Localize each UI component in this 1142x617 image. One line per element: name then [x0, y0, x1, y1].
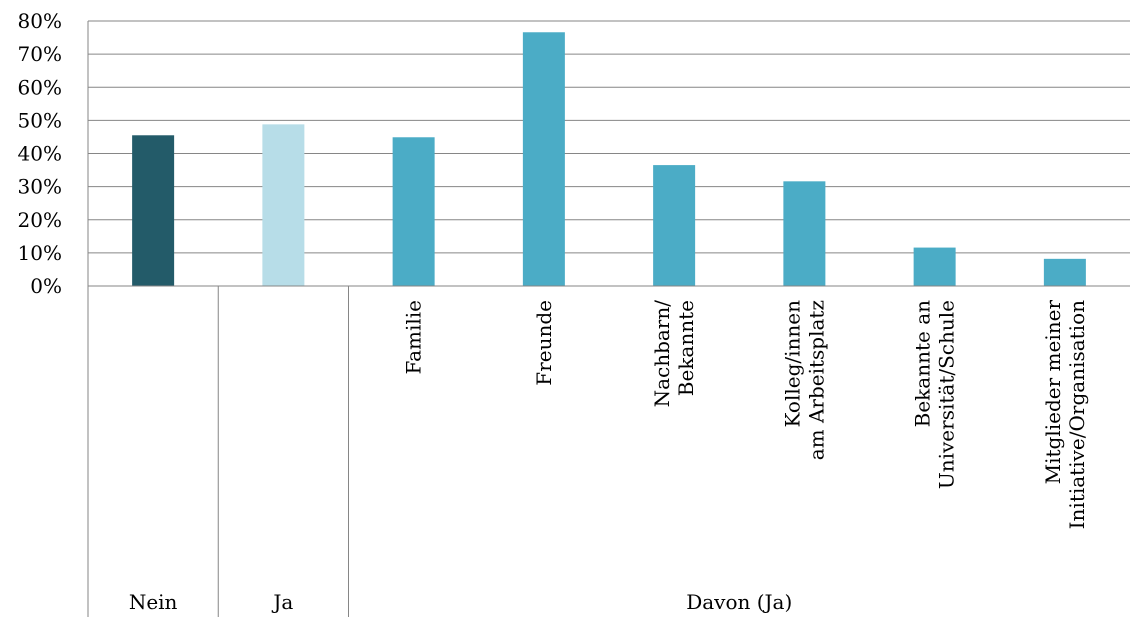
bar — [783, 181, 825, 286]
bar — [132, 135, 174, 286]
bar — [393, 137, 435, 286]
gridlines — [88, 21, 1130, 286]
category-label-line: am Arbeitsplatz — [804, 300, 828, 460]
y-tick-label: 30% — [18, 175, 62, 199]
axes — [88, 21, 1130, 617]
y-tick-label: 80% — [18, 9, 62, 33]
y-tick-label: 70% — [18, 42, 62, 66]
bar — [914, 248, 956, 286]
category-label: Kolleg/innenam Arbeitsplatz — [780, 300, 828, 460]
bar — [1044, 259, 1086, 286]
bars — [132, 32, 1086, 286]
y-tick-label: 60% — [18, 75, 62, 99]
category-labels: Familie Freunde Nachbarn/Bekannte Kolleg/in… — [402, 300, 1089, 530]
category-label-line: Bekannte — [674, 300, 698, 396]
bar — [653, 165, 695, 286]
group-label: Ja — [271, 590, 293, 614]
y-tick-label: 0% — [30, 274, 62, 298]
bar — [262, 124, 304, 286]
category-label-line: Universität/Schule — [935, 300, 959, 489]
bar — [523, 32, 565, 286]
y-tick-label: 10% — [18, 241, 62, 265]
category-label-line: Kolleg/innen — [780, 300, 804, 428]
group-labels: Nein Ja Davon (Ja) — [129, 590, 792, 614]
category-label-line: Freunde — [532, 300, 556, 386]
y-tick-labels: 0% 10% 20% 30% 40% 50% 60% 70% 80% — [18, 9, 62, 298]
category-label-line: Familie — [402, 300, 426, 374]
category-label: Nachbarn/Bekannte — [650, 300, 698, 408]
group-label: Davon (Ja) — [686, 590, 792, 614]
y-tick-label: 20% — [18, 208, 62, 232]
category-label: Familie — [402, 300, 426, 374]
category-label-line: Bekannte an — [911, 300, 935, 427]
category-label: Freunde — [532, 300, 556, 386]
y-tick-label: 40% — [18, 142, 62, 166]
category-label-line: Initiative/Organisation — [1065, 300, 1089, 529]
category-label: Bekannte anUniversität/Schule — [911, 300, 959, 489]
category-label-line: Mitglieder meiner — [1041, 300, 1065, 485]
category-label-line: Nachbarn/ — [650, 300, 674, 408]
category-label: Mitglieder meinerInitiative/Organisation — [1041, 300, 1089, 530]
y-tick-label: 50% — [18, 108, 62, 132]
group-label: Nein — [129, 590, 178, 614]
